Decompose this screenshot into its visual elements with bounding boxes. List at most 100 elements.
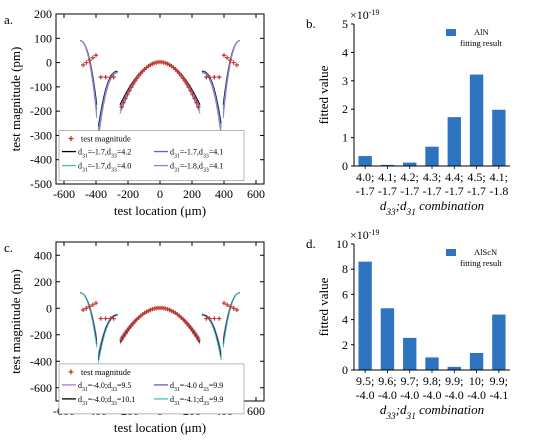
chart-panel-a: -600 -400 -200 0 200 400 600 -500 -400 -300 -200 -1… (4, 7, 265, 218)
x-tick-label-top-4: 4.4; (445, 170, 463, 184)
data-marker-4 (127, 88, 132, 93)
data-marker-48 (228, 304, 233, 309)
y-tick-label-5: 0 (46, 56, 52, 70)
data-marker-49 (231, 306, 236, 311)
x-tick-label-top-4: 9.9; (445, 374, 463, 388)
data-marker-0 (119, 104, 124, 110)
x-tick-label-bottom-4: -4.0 (445, 388, 464, 402)
data-marker-42 (84, 60, 89, 65)
legend-marker (68, 136, 74, 142)
x-axis-label: test location (μm) (114, 420, 206, 435)
data-marker-47 (225, 55, 230, 60)
legend-swatch (446, 29, 456, 36)
legend-swatch (446, 249, 456, 256)
data-marker-58 (217, 316, 222, 321)
data-marker-2 (123, 331, 128, 336)
legend-box (58, 363, 245, 415)
chart-panel-d: 9.5;-4.09.6;-4.09.7;-4.09.8;-4.09.9;-4.0… (306, 228, 510, 422)
x-axis-label: test location (μm) (114, 203, 206, 218)
chart-panel-b: 4.0;-1.74.1;-1.74.2;-1.74.3;-1.74.4;-1.7… (306, 8, 510, 218)
data-marker-3 (125, 328, 130, 334)
bar-4 (447, 366, 461, 370)
legend-marker-label: test magnitude (81, 134, 131, 144)
panel-label: a. (4, 12, 13, 27)
y-tick-label-0: 0 (342, 363, 348, 377)
x-tick-label-bottom-2: -4.0 (400, 388, 419, 402)
data-marker-40 (196, 104, 201, 110)
bar-5 (469, 352, 484, 370)
fit-curve-3-1 (97, 315, 118, 364)
x-tick-label-bottom-6: -1.8 (489, 184, 508, 198)
data-marker-57 (212, 74, 217, 80)
fit-curve-3-0 (79, 40, 98, 118)
y-tick-label-1: -400 (30, 153, 52, 167)
bar-3 (425, 146, 439, 166)
y-tick-label-6: 100 (34, 31, 52, 45)
data-marker-41 (81, 62, 86, 68)
legend-box (58, 130, 245, 181)
data-marker-32 (180, 76, 186, 81)
y-tick-label-4: 200 (34, 275, 52, 289)
x-tick-label-top-6: 9.9; (490, 374, 508, 388)
bar-5 (469, 74, 484, 166)
data-marker-34 (184, 81, 190, 87)
x-tick-label-6: 600 (247, 187, 265, 201)
data-marker-39 (194, 334, 199, 339)
fit-curve-3-1 (97, 72, 118, 140)
x-tick-label-6: 600 (247, 404, 265, 418)
legend-marker (68, 369, 74, 375)
y-tick-label-5: 10 (336, 237, 348, 251)
legend-label-0: AlScN (474, 247, 497, 257)
fit-curve-3-3 (201, 315, 222, 361)
bar-6 (492, 109, 506, 166)
x-tick-label-2: -200 (117, 187, 139, 201)
data-marker-8 (134, 76, 140, 81)
data-marker-41 (81, 307, 86, 313)
data-marker-43 (87, 304, 92, 309)
x-tick-label-top-2: 4.2; (401, 170, 419, 184)
x-tick-label-top-3: 4.3; (423, 170, 441, 184)
x-tick-label-bottom-6: -4.1 (489, 388, 508, 402)
x-tick-label-top-0: 9.5; (356, 374, 374, 388)
data-marker-37 (190, 328, 195, 334)
data-marker-50 (234, 307, 239, 313)
x-tick-label-3: 0 (157, 187, 163, 201)
fit-curve-2-0 (79, 40, 98, 114)
x-tick-label-bottom-3: -4.0 (423, 388, 442, 402)
y-axis-label: fitted value (316, 65, 331, 124)
y-tick-label-0: 0 (342, 159, 348, 173)
fit-curve-3-4 (222, 40, 241, 118)
x-axis-label: d33;d31 combination (380, 198, 484, 218)
y-tick-label-2: 4 (342, 313, 348, 327)
axis-multiplier: ×10-19 (350, 228, 379, 243)
bar-0 (358, 156, 372, 166)
data-marker-51 (98, 316, 103, 321)
data-marker-6 (130, 81, 136, 87)
data-marker-45 (93, 300, 99, 306)
y-tick-label-2: -300 (30, 128, 52, 142)
x-tick-label-top-0: 4.0; (356, 170, 374, 184)
legend-line-label-1: d31=-1.7,d33=4.1 (170, 148, 223, 160)
legend-line-label-0: d31=-4.0;d33=9.5 (78, 381, 131, 393)
data-marker-52 (103, 316, 108, 321)
data-marker-49 (231, 60, 236, 65)
data-marker-9 (136, 73, 142, 78)
data-marker-34 (184, 321, 190, 326)
data-marker-35 (186, 85, 191, 90)
x-tick-label-bottom-5: -1.7 (467, 184, 486, 198)
data-marker-35 (186, 323, 191, 328)
y-tick-label-2: -200 (30, 328, 52, 342)
bar-2 (403, 162, 417, 166)
data-marker-57 (212, 316, 217, 321)
data-marker-3 (125, 92, 130, 97)
data-marker-7 (132, 78, 138, 84)
data-marker-33 (182, 78, 188, 84)
x-tick-label-top-1: 4.1; (378, 170, 396, 184)
y-axis-label: test magnitude (pm) (8, 47, 23, 152)
y-tick-label-1: -400 (30, 354, 52, 368)
y-tick-label-0: -600 (30, 381, 52, 395)
legend-line-label-2: d31=-1.7,d33=4.0 (78, 162, 131, 174)
